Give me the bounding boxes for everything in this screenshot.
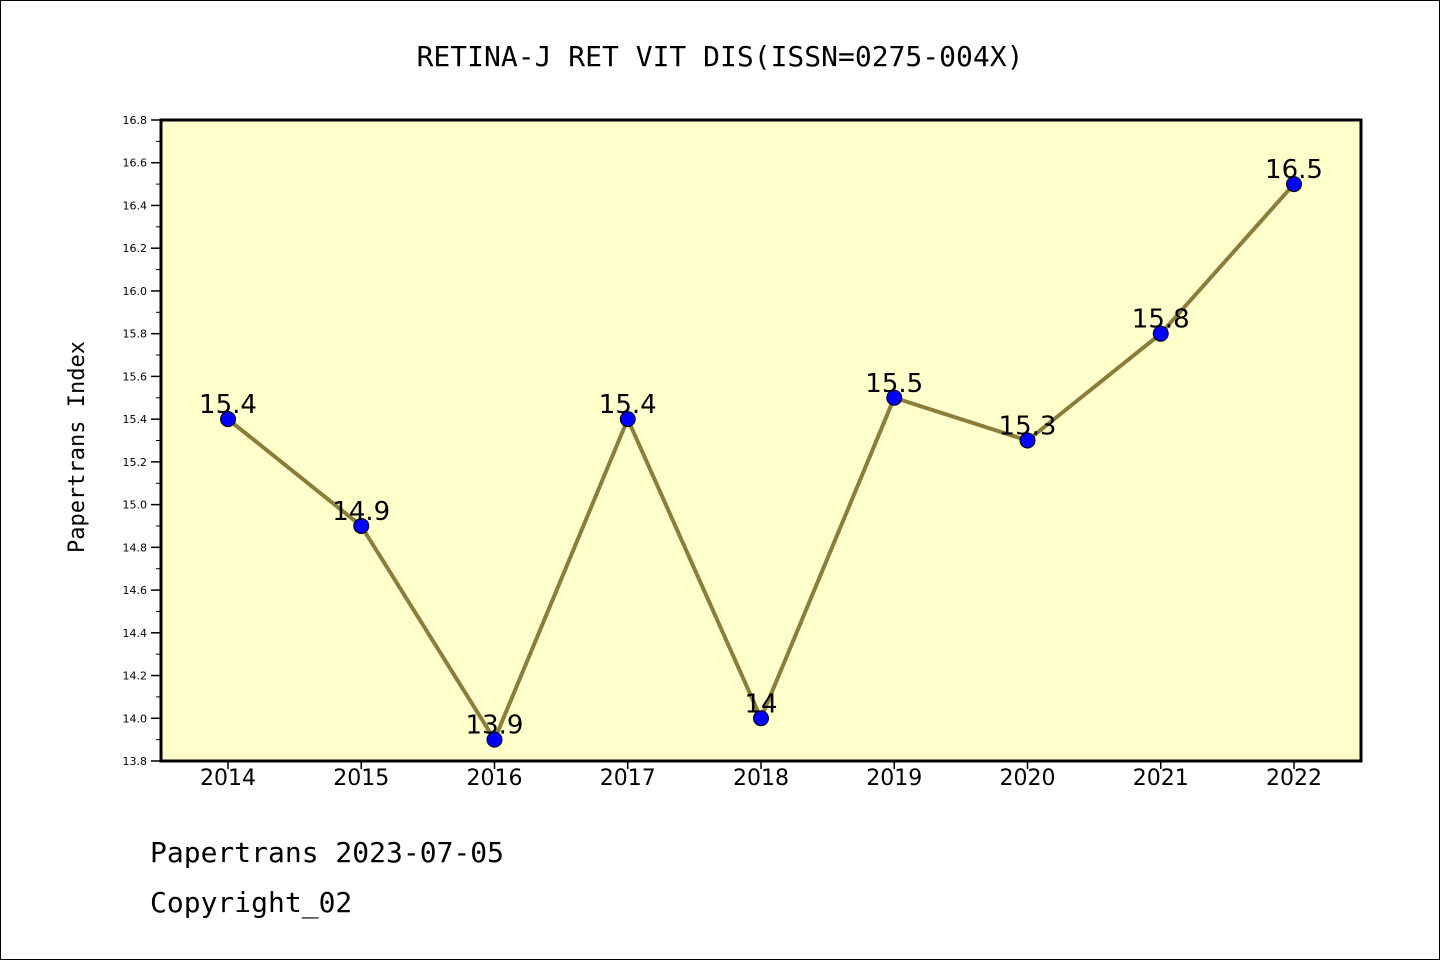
y-axis-label: Papertrans Index (65, 341, 90, 553)
x-tick-label: 2022 (1266, 766, 1322, 791)
data-label: 15.4 (599, 390, 657, 420)
data-point (220, 411, 236, 428)
y-tick-label: 15.6 (123, 370, 148, 383)
y-tick-label: 15.2 (123, 456, 148, 469)
y-tick-label: 15.8 (123, 328, 148, 341)
data-point (1286, 176, 1302, 193)
y-tick-label: 16.6 (123, 157, 148, 170)
y-tick-label: 16.0 (123, 285, 148, 298)
chart-title: RETINA-J RET VIT DIS(ISSN=0275-004X) (417, 40, 1024, 73)
data-label: 15.3 (999, 412, 1057, 442)
data-markers (220, 176, 1302, 748)
y-tick-label: 16.2 (123, 242, 148, 255)
x-tick-label: 2021 (1133, 766, 1189, 791)
x-tick-label: 2017 (600, 766, 656, 791)
y-tick-label: 16.4 (123, 199, 148, 212)
y-tick-label: 14.0 (123, 712, 148, 725)
data-point (1152, 325, 1169, 342)
data-point (1019, 432, 1036, 449)
data-labels: 15.4 14.9 13.9 15.4 14 15.5 15.3 15.8 16.5 (199, 155, 1323, 741)
data-label: 16.5 (1265, 155, 1323, 185)
x-tick-label: 2020 (1000, 766, 1056, 791)
y-tick-label: 14.4 (123, 627, 148, 640)
data-point (886, 389, 903, 406)
footer-copyright: Copyright_02 (150, 886, 353, 919)
data-point (486, 731, 503, 748)
x-tick-label: 2019 (866, 766, 922, 791)
data-label: 15.5 (865, 369, 923, 399)
plot-area (161, 120, 1361, 761)
data-point (753, 710, 769, 727)
y-tick-label: 14.6 (123, 584, 148, 597)
x-tick-label: 2018 (733, 766, 789, 791)
data-point (619, 411, 636, 428)
data-label: 13.9 (466, 711, 524, 741)
y-tick-label: 14.2 (123, 670, 148, 683)
x-tick-label: 2014 (200, 766, 256, 791)
y-tick-label: 13.8 (123, 755, 148, 768)
y-tick-label: 16.8 (123, 114, 148, 127)
data-point (353, 517, 370, 534)
data-label: 14 (744, 689, 777, 719)
x-axis-ticks: 2014 2015 2016 2017 2018 2019 2020 2021 2022 (200, 761, 1322, 791)
data-label: 14.9 (332, 497, 390, 527)
plot-border (159, 118, 1363, 763)
data-label: 15.4 (199, 390, 257, 420)
x-tick-label: 2016 (467, 766, 523, 791)
data-label: 15.8 (1132, 305, 1190, 335)
y-axis-ticks: 13.8 14.0 14.2 14.4 14.6 14.8 15.0 15.2 15.4 15.6… (123, 114, 161, 768)
y-tick-label: 15.4 (123, 413, 148, 426)
y-tick-label: 14.8 (123, 541, 148, 554)
y-tick-label: 15.0 (123, 499, 148, 512)
x-tick-label: 2015 (333, 766, 389, 791)
footer-date: Papertrans 2023-07-05 (150, 836, 505, 869)
